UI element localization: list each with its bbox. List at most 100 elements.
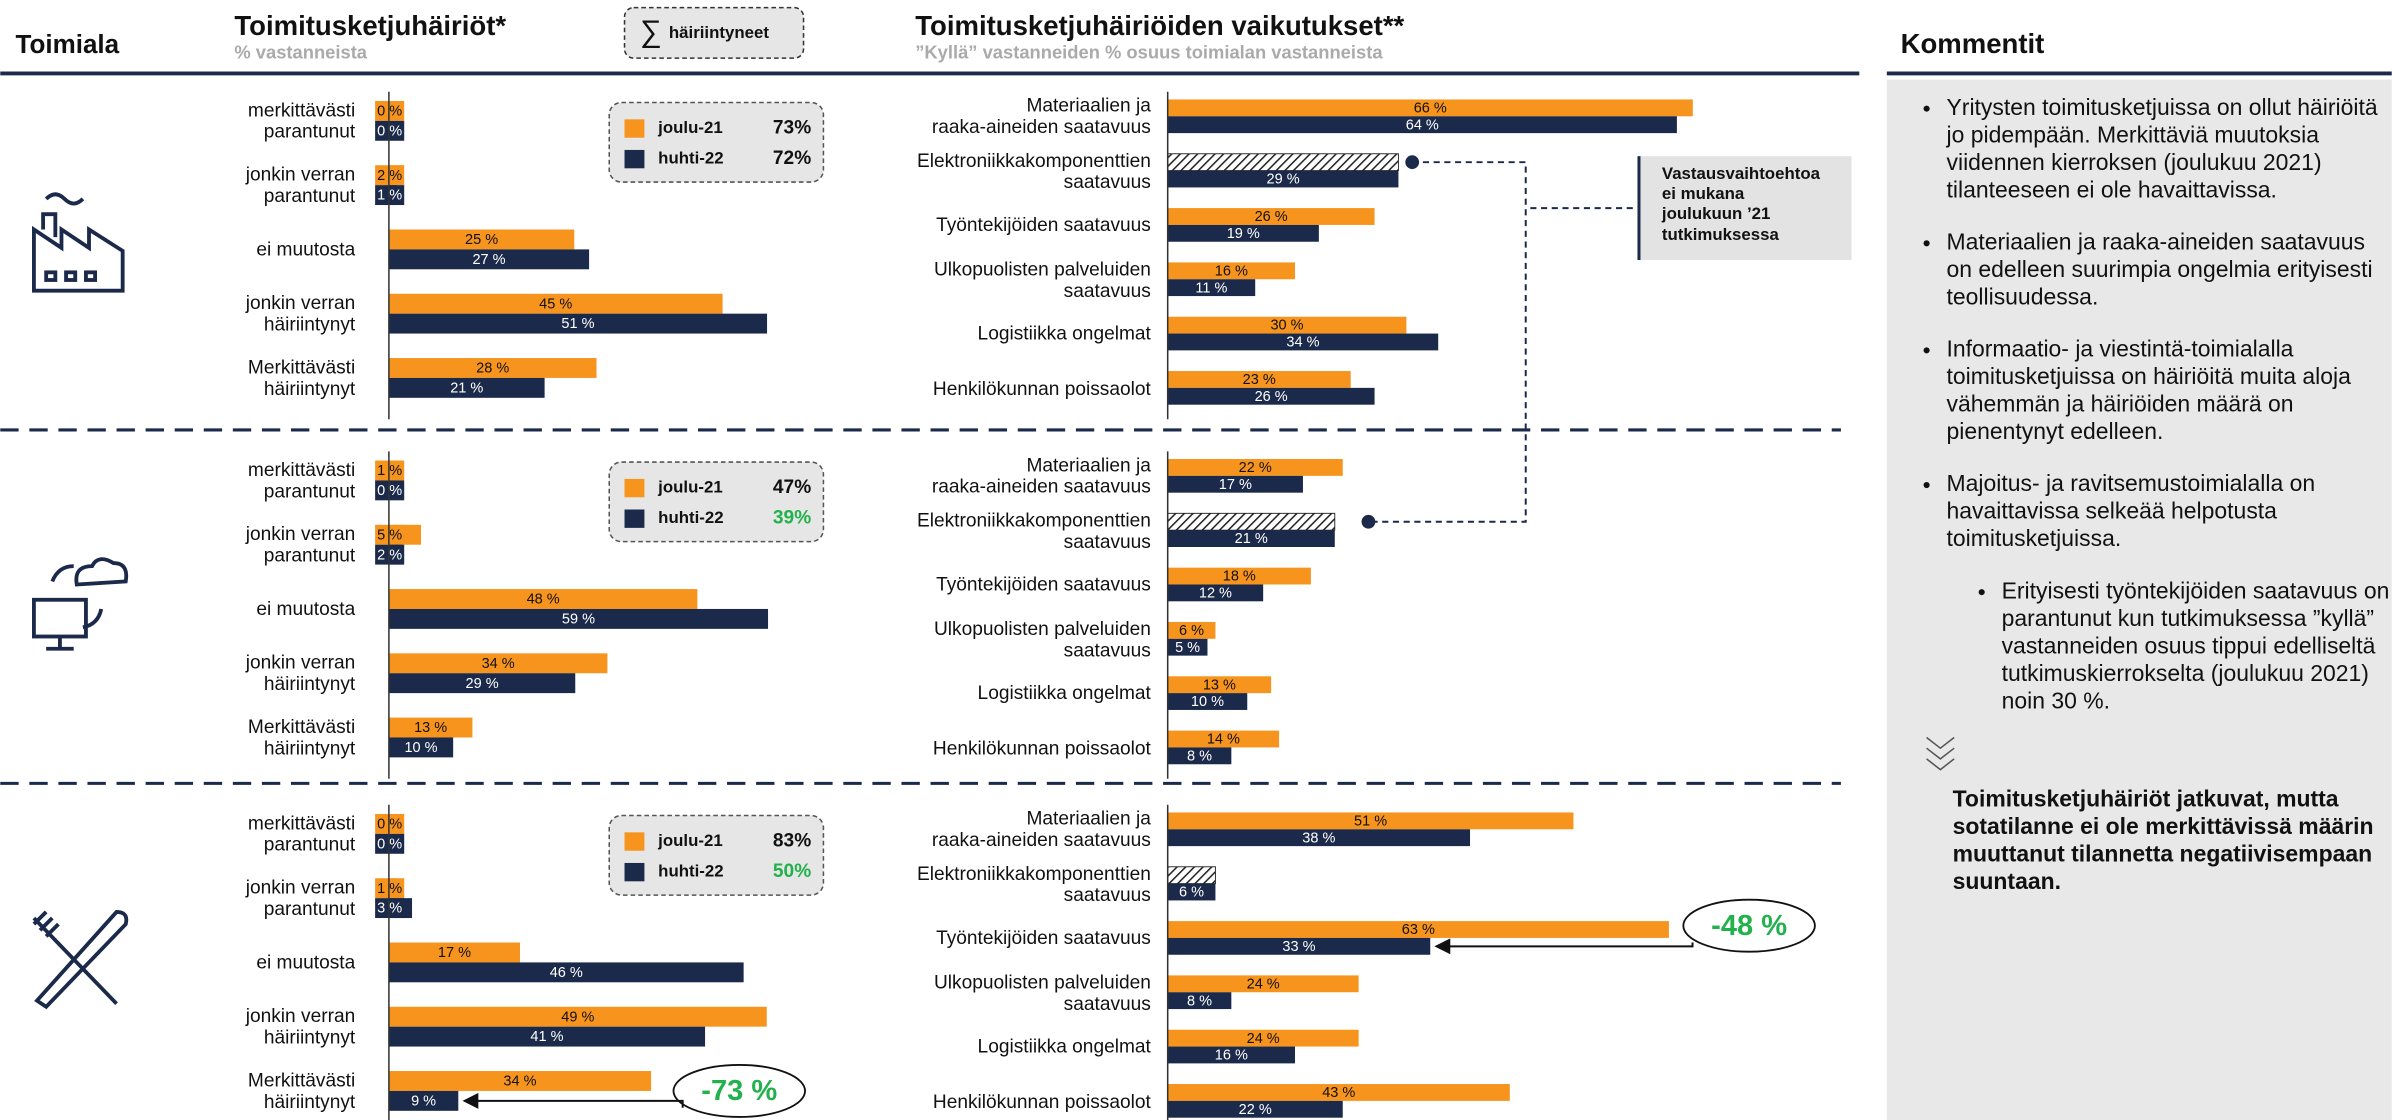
category-label-box: merkittävästi parantunut bbox=[248, 99, 355, 142]
chart-title: Toimitusketjuhäiriöiden vaikutukset** bbox=[915, 10, 1404, 41]
value-label: 23 % bbox=[1243, 372, 1276, 388]
bar bbox=[1167, 584, 1264, 602]
sector-header: Toimiala bbox=[16, 29, 120, 59]
category-label-box: ei muutosta bbox=[256, 598, 356, 620]
total-label: 72% bbox=[773, 148, 811, 169]
category-label-box: Logistiikka ongelmat bbox=[978, 682, 1151, 703]
value-label: 8 % bbox=[1187, 748, 1212, 764]
category-label: Logistiikka ongelmat bbox=[977, 322, 1151, 345]
value-label: 8 % bbox=[1187, 993, 1212, 1009]
category-label: jonkin verran parantunut bbox=[245, 163, 356, 207]
bar bbox=[388, 313, 768, 334]
value-label: 10 % bbox=[404, 740, 437, 756]
category-label-box: Logistiikka ongelmat bbox=[977, 322, 1151, 345]
value-label: 13 % bbox=[1203, 677, 1236, 693]
category-label: merkittävästi parantunut bbox=[247, 459, 356, 502]
legend-swatch bbox=[624, 832, 645, 851]
category-label-box: Logistiikka ongelmat bbox=[977, 1035, 1151, 1058]
legend-label: joulu-21 bbox=[657, 831, 723, 850]
category-label: jonkin verran parantunut bbox=[245, 523, 356, 567]
category-label: Ulkopuolisten palveluiden saatavuus bbox=[933, 617, 1151, 661]
legend-label: huhti-22 bbox=[658, 149, 723, 168]
note-text: Vastausvaihtoehtoa ei mukana joulukuun ’… bbox=[1637, 156, 1852, 261]
comments: Yritysten toimitusketjuissa on ollut häi… bbox=[1891, 89, 2390, 1117]
bar bbox=[1167, 883, 1216, 901]
value-label: 30 % bbox=[1270, 318, 1303, 334]
total-label: 47% bbox=[773, 477, 811, 498]
value-label: 45 % bbox=[539, 296, 572, 312]
legend-swatch bbox=[624, 478, 645, 498]
value-label: 66 % bbox=[1414, 100, 1447, 116]
category-label-box: jonkin verran häiriintynyt bbox=[246, 1005, 356, 1048]
bar bbox=[1167, 937, 1431, 955]
value-label: 10 % bbox=[1191, 694, 1224, 710]
value-label: 0 % bbox=[377, 483, 402, 499]
value-label: 9 % bbox=[411, 1093, 436, 1109]
bar bbox=[388, 673, 576, 694]
value-label: 18 % bbox=[1223, 569, 1256, 585]
comment-bullet: Materiaalien ja raaka-aineiden saatavuus… bbox=[1946, 230, 2390, 313]
value-label: 29 % bbox=[1267, 172, 1300, 188]
category-label: jonkin verran parantunut bbox=[245, 876, 356, 920]
value-label: 14 % bbox=[1207, 732, 1240, 748]
category-label-box: Merkittävästi häiriintynyt bbox=[248, 357, 355, 400]
category-label: Elektroniikkakomponenttien saatavuus bbox=[916, 508, 1151, 552]
bar bbox=[1167, 621, 1216, 639]
comments-header: Kommentit bbox=[1901, 28, 2045, 59]
value-label: 28 % bbox=[476, 361, 509, 377]
category-label: Henkilökunnan poissaolot bbox=[932, 1090, 1151, 1112]
category-label-box: Henkilökunnan poissaolot bbox=[933, 377, 1151, 398]
category-label: Työntekijöiden saatavuus bbox=[936, 573, 1151, 596]
bar bbox=[1167, 676, 1272, 694]
value-label: 64 % bbox=[1406, 117, 1439, 133]
bar bbox=[1167, 530, 1335, 547]
comment-list: Yritysten toimitusketjuissa on ollut häi… bbox=[1891, 89, 2390, 554]
bar bbox=[1167, 1029, 1359, 1047]
category-label-box: Ulkopuolisten palveluiden saatavuus bbox=[933, 257, 1151, 301]
value-label: 6 % bbox=[1179, 623, 1204, 639]
value-label: 59 % bbox=[562, 612, 595, 628]
category-label-box: Materiaalien ja raaka-aineiden saatavuus bbox=[932, 95, 1151, 138]
comment-sublist: Erityisesti työntekijöiden saatavuus on … bbox=[1891, 578, 2390, 716]
category-label: merkittävästi parantunut bbox=[247, 812, 356, 856]
bar bbox=[1167, 1100, 1343, 1118]
category-label-box: Elektroniikkakomponenttien saatavuus bbox=[916, 862, 1151, 906]
legend-swatch bbox=[624, 509, 645, 528]
category-label-box: Materiaalien ja raaka-aineiden saatavuus bbox=[931, 807, 1151, 851]
category-label-box: ei muutosta bbox=[256, 952, 355, 973]
chart-subtitle: ”Kyllä” vastanneiden % osuus toimialan v… bbox=[915, 41, 1383, 62]
note-box: Vastausvaihtoehtoa ei mukana joulukuun ’… bbox=[1637, 156, 1852, 261]
category-label: jonkin verran häiriintynyt bbox=[245, 292, 356, 336]
category-label-box: jonkin verran häiriintynyt bbox=[245, 292, 356, 336]
bar bbox=[1167, 812, 1574, 830]
category-label: Materiaalien ja raaka-aineiden saatavuus bbox=[931, 807, 1151, 851]
bar bbox=[388, 717, 473, 738]
value-label: 38 % bbox=[1302, 830, 1335, 846]
chart-title: Toimitusketjuhäiriöt* bbox=[234, 10, 506, 41]
chevron-icon bbox=[1926, 736, 1955, 771]
bar bbox=[1167, 1084, 1510, 1101]
bar bbox=[1167, 224, 1319, 242]
category-label: Elektroniikkakomponenttien saatavuus bbox=[916, 862, 1151, 906]
category-label: Henkilökunnan poissaolot bbox=[932, 736, 1151, 759]
bar bbox=[1167, 333, 1439, 351]
bar bbox=[1167, 747, 1232, 765]
total-label: 73% bbox=[773, 118, 811, 139]
value-label: 46 % bbox=[550, 965, 583, 981]
category-label: Ulkopuolisten palveluiden saatavuus bbox=[933, 257, 1151, 301]
bar bbox=[388, 589, 698, 609]
category-label: jonkin verran häiriintynyt bbox=[245, 651, 356, 695]
value-label: 48 % bbox=[527, 592, 560, 608]
category-label: Logistiikka ongelmat bbox=[977, 1035, 1151, 1058]
comment-bullet: Majoitus- ja ravitsemustoimialalla on ha… bbox=[1946, 471, 2390, 554]
value-label: 26 % bbox=[1255, 209, 1288, 225]
value-label: 24 % bbox=[1247, 1031, 1280, 1047]
comment-bullet: Informaatio- ja viestintä-toimialalla to… bbox=[1946, 337, 2390, 447]
value-label: 21 % bbox=[1235, 531, 1268, 547]
category-label-box: Työntekijöiden saatavuus bbox=[936, 214, 1151, 235]
chart-subtitle: % vastanneista bbox=[234, 41, 367, 62]
bar bbox=[1167, 459, 1343, 476]
bar bbox=[1167, 475, 1303, 493]
category-label: ei muutosta bbox=[256, 598, 356, 620]
